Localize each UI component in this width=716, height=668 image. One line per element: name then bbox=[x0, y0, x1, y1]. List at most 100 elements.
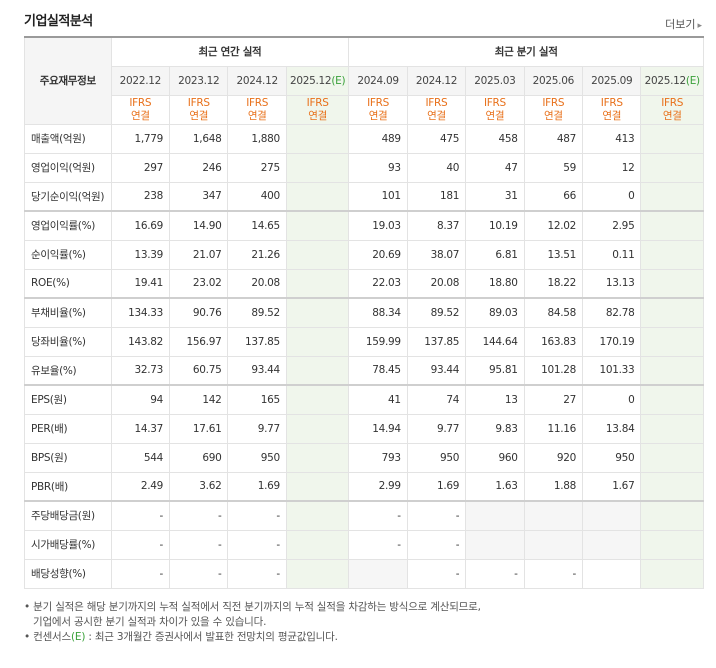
table-cell: 40 bbox=[406, 152, 467, 183]
table-cell: 1.69 bbox=[227, 471, 287, 502]
table-cell: 347 bbox=[169, 181, 229, 212]
table-cell: 20.08 bbox=[227, 268, 287, 299]
table-cell: 89.52 bbox=[227, 297, 287, 328]
more-label: 더보기 bbox=[665, 18, 696, 31]
table-cell bbox=[348, 558, 408, 589]
table-cell: 246 bbox=[169, 152, 229, 183]
table-cell: 3.62 bbox=[169, 471, 229, 502]
table-cell: 2.49 bbox=[110, 471, 171, 502]
table-cell: 475 bbox=[406, 123, 467, 154]
estimate-mark: (E) bbox=[331, 74, 346, 87]
table-cell bbox=[640, 152, 704, 183]
table-cell: 101.33 bbox=[582, 355, 642, 386]
footnote-quarterly: • 분기 실적은 해당 분기까지의 누적 실적에서 직전 분기까지의 누적 실적… bbox=[24, 601, 481, 613]
table-cell: 20.69 bbox=[348, 239, 408, 270]
row-label: 유보율(%) bbox=[24, 355, 112, 386]
ifrs-consolidated-label: IFRS 연결 bbox=[227, 94, 287, 125]
table-cell: 6.81 bbox=[465, 239, 525, 270]
table-cell: 18.80 bbox=[465, 268, 525, 299]
table-cell bbox=[465, 529, 525, 560]
ifrs-consolidated-label: IFRS 연결 bbox=[465, 94, 525, 125]
table-cell: 793 bbox=[348, 442, 408, 473]
bullet-icon: • bbox=[24, 601, 30, 613]
table-cell bbox=[523, 500, 584, 531]
table-cell bbox=[285, 326, 350, 357]
table-cell bbox=[640, 268, 704, 299]
table-cell: 1,880 bbox=[227, 123, 287, 154]
table-cell bbox=[285, 442, 350, 473]
table-cell: 60.75 bbox=[169, 355, 229, 386]
ifrs-consolidated-label: IFRS 연결 bbox=[406, 94, 467, 125]
row-label: 배당성향(%) bbox=[24, 558, 112, 589]
row-label: 부채비율(%) bbox=[24, 297, 112, 328]
ifrs-consolidated-label: IFRS 연결 bbox=[582, 94, 642, 125]
period-header: 2024.12 bbox=[227, 65, 287, 96]
period-header: 2023.12 bbox=[169, 65, 229, 96]
table-cell: 21.07 bbox=[169, 239, 229, 270]
table-cell bbox=[285, 413, 350, 444]
table-cell: 144.64 bbox=[465, 326, 525, 357]
chevron-right-icon: ▸ bbox=[697, 21, 702, 31]
table-cell: 101.28 bbox=[523, 355, 584, 386]
table-row: ROE(%) 19.41 23.02 20.08 22.03 20.08 18.80 18.2… bbox=[24, 268, 704, 299]
more-link[interactable]: 더보기 ▸ bbox=[665, 16, 702, 32]
table-cell bbox=[640, 239, 704, 270]
table-cell: 88.34 bbox=[348, 297, 408, 328]
table-cell bbox=[285, 355, 350, 386]
table-row: 배당성향(%) - - - - - - bbox=[24, 558, 704, 589]
row-label: 매출액(억원) bbox=[24, 123, 112, 154]
table-cell bbox=[640, 181, 704, 212]
period-header: 2025.06 bbox=[523, 65, 584, 96]
table-cell: 18.22 bbox=[523, 268, 584, 299]
table-cell: - bbox=[169, 500, 229, 531]
table-cell: 95.81 bbox=[465, 355, 525, 386]
table-cell: 137.85 bbox=[406, 326, 467, 357]
table-cell: - bbox=[110, 558, 171, 589]
table-cell bbox=[285, 123, 350, 154]
table-cell: - bbox=[348, 500, 408, 531]
table-cell: - bbox=[227, 500, 287, 531]
row-header-label: 주요재무정보 bbox=[24, 36, 112, 125]
table-cell: 16.69 bbox=[110, 210, 171, 241]
table-cell: 13.39 bbox=[110, 239, 171, 270]
table-cell: 13.51 bbox=[523, 239, 584, 270]
ifrs-consolidated-label: IFRS 연결 bbox=[169, 94, 229, 125]
table-cell: 170.19 bbox=[582, 326, 642, 357]
table-cell: 66 bbox=[523, 181, 584, 212]
table-cell: 920 bbox=[523, 442, 584, 473]
table-cell: 89.52 bbox=[406, 297, 467, 328]
row-label: BPS(원) bbox=[24, 442, 112, 473]
table-cell bbox=[640, 558, 704, 589]
period-header: 2025.12(E) bbox=[285, 65, 350, 96]
table-cell: - bbox=[465, 558, 525, 589]
table-cell: 93.44 bbox=[227, 355, 287, 386]
period-header: 2025.12(E) bbox=[640, 65, 704, 96]
row-label: 당좌비율(%) bbox=[24, 326, 112, 357]
table-cell: 9.77 bbox=[406, 413, 467, 444]
table-row: 시가배당률(%) - - - - - bbox=[24, 529, 704, 560]
table-cell: 9.77 bbox=[227, 413, 287, 444]
table-cell: - bbox=[227, 529, 287, 560]
table-cell: 19.03 bbox=[348, 210, 408, 241]
table-cell bbox=[640, 529, 704, 560]
table-cell: 238 bbox=[110, 181, 171, 212]
table-cell bbox=[640, 210, 704, 241]
table-cell: 12.02 bbox=[523, 210, 584, 241]
table-cell: 950 bbox=[582, 442, 642, 473]
table-row: 매출액(억원) 1,779 1,648 1,880 489 475 458 487 413 bbox=[24, 123, 704, 154]
table-cell: - bbox=[169, 558, 229, 589]
table-cell: 59 bbox=[523, 152, 584, 183]
table-cell: 14.94 bbox=[348, 413, 408, 444]
table-cell: 0.11 bbox=[582, 239, 642, 270]
table-cell: - bbox=[348, 529, 408, 560]
table-cell: 1.67 bbox=[582, 471, 642, 502]
group-quarter-header: 최근 분기 실적 bbox=[348, 36, 704, 67]
table-cell: 9.83 bbox=[465, 413, 525, 444]
table-cell: 38.07 bbox=[406, 239, 467, 270]
table-cell: - bbox=[227, 558, 287, 589]
table-cell: 1,648 bbox=[169, 123, 229, 154]
table-cell: 950 bbox=[406, 442, 467, 473]
row-label: PBR(배) bbox=[24, 471, 112, 502]
table-cell: 90.76 bbox=[169, 297, 229, 328]
table-row: 영업이익(억원) 297 246 275 93 40 47 59 12 bbox=[24, 152, 704, 183]
